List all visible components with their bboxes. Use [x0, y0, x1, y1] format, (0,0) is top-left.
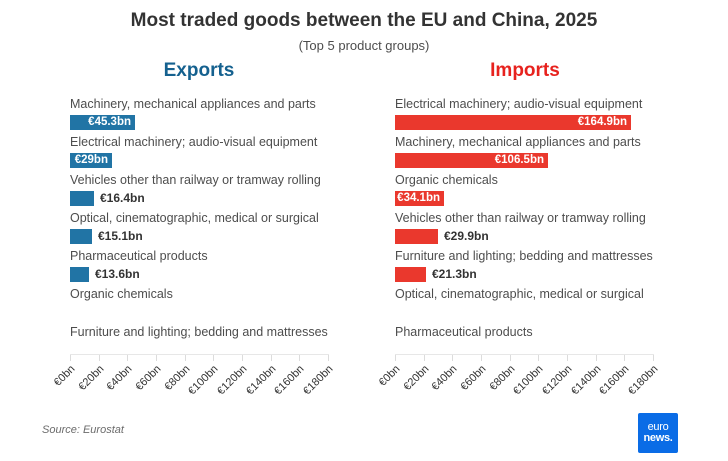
- data-bar: €164.9bn: [395, 115, 631, 130]
- imports-bar-chart: Electrical machinery; audio-visual equip…: [395, 96, 658, 354]
- category-label: Electrical machinery; audio-visual equip…: [395, 97, 643, 111]
- bar-track: €29.9bn: [395, 229, 658, 244]
- bar-row: Vehicles other than railway or tramway r…: [70, 172, 333, 210]
- bar-value-label: €164.9bn: [577, 116, 627, 128]
- exports-heading: Exports: [163, 60, 235, 81]
- bar-track: €164.9bn: [395, 115, 658, 130]
- exports-bar-chart: Machinery, mechanical appliances and par…: [70, 96, 333, 354]
- data-bar: €34.1bn: [395, 191, 444, 206]
- axis-tick-mark: [185, 355, 186, 361]
- axis-tick-mark: [596, 355, 597, 361]
- bar-value-label: €15.1bn: [98, 229, 143, 243]
- axis-tick-mark: [299, 355, 300, 361]
- category-label: Vehicles other than railway or tramway r…: [395, 211, 646, 225]
- euronews-logo-text-news: news.: [643, 432, 673, 444]
- bar-value-label: €21.3bn: [432, 267, 477, 281]
- category-label: Optical, cinematographic, medical or sur…: [70, 211, 319, 225]
- bar-value-label: €13.6bn: [95, 267, 140, 281]
- axis-tick-mark: [481, 355, 482, 361]
- bar-value-label: €29.9bn: [444, 229, 489, 243]
- bar-value-label: €16.4bn: [100, 191, 145, 205]
- data-bar: €106.5bn: [395, 153, 548, 168]
- axis-tick-mark: [271, 355, 272, 361]
- axis-tick-mark: [395, 355, 396, 361]
- bar-row: Organic chemicals: [70, 286, 333, 324]
- axis-tick-mark: [510, 355, 511, 361]
- axis-tick-mark: [70, 355, 71, 361]
- bar-track: €106.5bn: [395, 153, 658, 168]
- data-bar: [70, 229, 92, 244]
- source-note: Source: Eurostat: [42, 424, 124, 436]
- axis-tick-mark: [213, 355, 214, 361]
- category-label: Furniture and lighting; bedding and matt…: [395, 249, 653, 263]
- bar-row: Electrical machinery; audio-visual equip…: [70, 134, 333, 172]
- bar-track: [395, 343, 658, 354]
- bar-row: Machinery, mechanical appliances and par…: [70, 96, 333, 134]
- category-label: Organic chemicals: [70, 287, 173, 301]
- category-label: Machinery, mechanical appliances and par…: [395, 135, 641, 149]
- imports-heading: Imports: [490, 60, 560, 81]
- axis-tick-mark: [156, 355, 157, 361]
- category-label: Organic chemicals: [395, 173, 498, 187]
- bar-track: €34.1bn: [395, 191, 658, 206]
- bar-value-label: €34.1bn: [397, 192, 440, 204]
- bar-value-label: €29bn: [74, 154, 108, 166]
- category-label: Electrical machinery; audio-visual equip…: [70, 135, 318, 149]
- chart-title: Most traded goods between the EU and Chi…: [130, 10, 598, 31]
- bar-track: €16.4bn: [70, 191, 333, 206]
- data-bar: [70, 191, 94, 206]
- bar-track: €13.6bn: [70, 267, 333, 282]
- axis-tick-mark: [328, 355, 329, 361]
- category-label: Pharmaceutical products: [70, 249, 208, 263]
- axis-tick-mark: [452, 355, 453, 361]
- bar-row: Furniture and lighting; bedding and matt…: [70, 324, 333, 354]
- axis-tick-mark: [424, 355, 425, 361]
- bar-row: Optical, cinematographic, medical or sur…: [395, 286, 658, 324]
- bar-row: Vehicles other than railway or tramway r…: [395, 210, 658, 248]
- bar-row: Machinery, mechanical appliances and par…: [395, 134, 658, 172]
- bar-track: [395, 305, 658, 320]
- data-bar: [70, 267, 89, 282]
- category-label: Optical, cinematographic, medical or sur…: [395, 287, 644, 301]
- bar-row: Organic chemicals €34.1bn: [395, 172, 658, 210]
- data-bar: €29bn: [70, 153, 112, 168]
- bar-row: Pharmaceutical products €13.6bn: [70, 248, 333, 286]
- axis-tick-mark: [538, 355, 539, 361]
- bar-track: €45.3bn: [70, 115, 333, 130]
- bar-row: Electrical machinery; audio-visual equip…: [395, 96, 658, 134]
- data-bar: €45.3bn: [70, 115, 135, 130]
- bar-track: €21.3bn: [395, 267, 658, 282]
- bar-track: [70, 305, 333, 320]
- category-label: Furniture and lighting; bedding and matt…: [70, 325, 328, 339]
- chart-subtitle: (Top 5 product groups): [298, 38, 430, 53]
- bar-row: Furniture and lighting; bedding and matt…: [395, 248, 658, 286]
- bar-track: €15.1bn: [70, 229, 333, 244]
- bar-row: Pharmaceutical products: [395, 324, 658, 354]
- data-bar: [395, 267, 426, 282]
- bar-value-label: €106.5bn: [494, 154, 544, 166]
- axis-tick-mark: [242, 355, 243, 361]
- axis-tick-mark: [624, 355, 625, 361]
- category-label: Machinery, mechanical appliances and par…: [70, 97, 316, 111]
- bar-value-label: €45.3bn: [88, 116, 131, 128]
- euronews-logo-text-euro: euro: [647, 421, 669, 433]
- axis-tick-mark: [127, 355, 128, 361]
- imports-x-axis: €0bn €20bn €40bn €60bn €80bn €100bn €120bn €140…: [377, 354, 660, 410]
- category-label: Pharmaceutical products: [395, 325, 533, 339]
- bar-row: Optical, cinematographic, medical or sur…: [70, 210, 333, 248]
- bar-track: €29bn: [70, 153, 333, 168]
- data-bar: [395, 229, 438, 244]
- axis-tick-mark: [653, 355, 654, 361]
- axis-tick-mark: [567, 355, 568, 361]
- euronews-logo: euro news.: [638, 413, 678, 453]
- bar-track: [70, 343, 333, 354]
- exports-x-axis: €0bn €20bn €40bn €60bn €80bn €100bn €120bn €140…: [52, 354, 335, 410]
- category-label: Vehicles other than railway or tramway r…: [70, 173, 321, 187]
- axis-tick-mark: [99, 355, 100, 361]
